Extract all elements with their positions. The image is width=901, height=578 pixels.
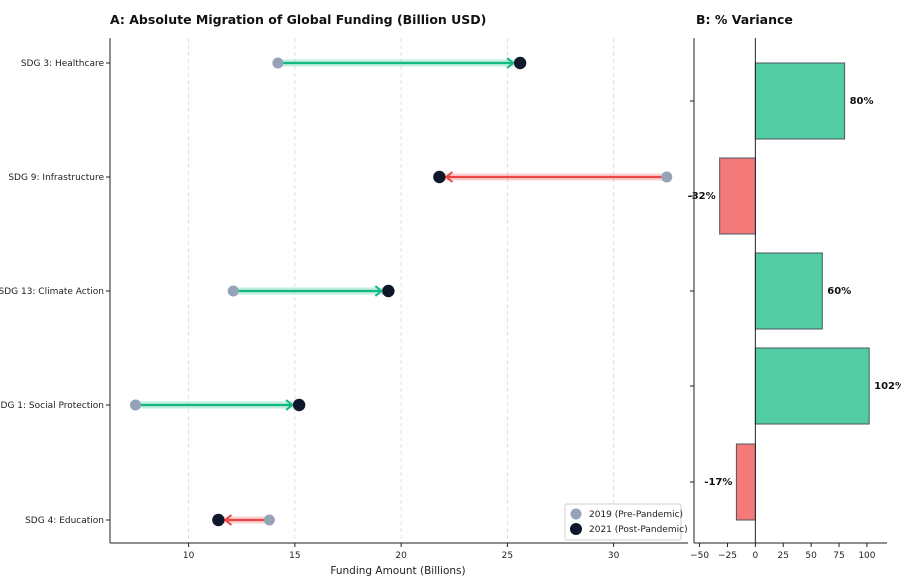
marker-2021-sdg-13-climate-action bbox=[382, 284, 395, 298]
dumbbell-sdg-1-social-protection bbox=[130, 398, 306, 412]
arrow-head-sdg-13-climate-action bbox=[374, 285, 383, 297]
marker-2021-sdg-9-infrastructure bbox=[433, 170, 446, 184]
panel-a-x-axis-label: Funding Amount (Billions) bbox=[330, 565, 465, 577]
y-tick-label-sdg-13-climate-action: SDG 13: Climate Action bbox=[0, 287, 104, 297]
x-tick-label-10: 10 bbox=[183, 551, 195, 561]
marker-2021-sdg-3-healthcare bbox=[513, 56, 527, 70]
variance-bar-sdg-13-climate-action bbox=[754, 252, 823, 330]
panel-b: B: % Variance 80% -32% 60% 102% -17% −50 −25 0… bbox=[688, 12, 901, 561]
dumbbell-sdg-13-climate-action bbox=[227, 284, 395, 298]
arrow-head-sdg-3-healthcare bbox=[506, 57, 515, 69]
y-tick-label-sdg-3-healthcare: SDG 3: Healthcare bbox=[21, 59, 105, 69]
b-x-tick-label-100: 100 bbox=[858, 551, 875, 561]
legend-box bbox=[564, 503, 682, 541]
b-x-tick-label-25: 25 bbox=[778, 551, 789, 561]
b-x-tick-label-50: 50 bbox=[805, 551, 817, 561]
arrow-head-sdg-4-education bbox=[223, 514, 233, 526]
marker-2019-sdg-9-infrastructure bbox=[661, 171, 673, 183]
variance-bar-sdg-3-healthcare bbox=[754, 62, 846, 140]
marker-2019-sdg-1-social-protection bbox=[130, 399, 141, 411]
variance-label-sdg-1-social-protection: 102% bbox=[874, 381, 901, 392]
b-x-tick-label--25: −25 bbox=[718, 551, 737, 561]
legend-label-2019: 2019 (Pre-Pandemic) bbox=[589, 510, 683, 520]
panel-b-x-tick-labels: −50 −25 0 25 50 75 100 bbox=[690, 543, 876, 561]
panel-a-rows bbox=[130, 56, 673, 527]
panel-a-y-tick-labels: SDG 3: Healthcare SDG 9: Infrastructure SD… bbox=[0, 59, 110, 526]
x-tick-label-30: 30 bbox=[608, 551, 620, 561]
x-tick-label-20: 20 bbox=[395, 551, 407, 561]
y-tick-label-sdg-4-education: SDG 4: Education bbox=[25, 516, 104, 526]
marker-2019-sdg-3-healthcare bbox=[272, 57, 284, 69]
arrow-head-sdg-1-social-protection bbox=[285, 399, 294, 411]
x-tick-label-15: 15 bbox=[289, 551, 300, 561]
variance-bar-sdg-4-education bbox=[735, 443, 756, 521]
marker-2019-sdg-13-climate-action bbox=[227, 285, 239, 297]
b-x-tick-label--50: −50 bbox=[690, 551, 709, 561]
variance-bar-sdg-9-infrastructure bbox=[719, 157, 756, 235]
panel-b-title: B: % Variance bbox=[696, 12, 793, 27]
x-tick-label-25: 25 bbox=[502, 551, 513, 561]
legend-marker-2021 bbox=[570, 523, 582, 535]
marker-2021-sdg-1-social-protection bbox=[292, 398, 306, 412]
y-tick-label-sdg-9-infrastructure: SDG 9: Infrastructure bbox=[8, 173, 104, 183]
b-x-tick-label-0: 0 bbox=[752, 551, 758, 561]
variance-label-sdg-13-climate-action: 60% bbox=[827, 286, 851, 297]
legend: 2019 (Pre-Pandemic) 2021 (Post-Pandemic) bbox=[564, 503, 688, 541]
panel-b-bars: 80% -32% 60% 102% -17% bbox=[688, 62, 901, 521]
panel-a-title: A: Absolute Migration of Global Funding … bbox=[110, 12, 486, 27]
y-tick-label-sdg-1-social-protection: SDG 1: Social Protection bbox=[0, 401, 104, 411]
panel-a: A: Absolute Migration of Global Funding … bbox=[0, 12, 688, 577]
variance-label-sdg-9-infrastructure: -32% bbox=[688, 191, 716, 202]
variance-label-sdg-4-education: -17% bbox=[704, 477, 732, 488]
dumbbell-sdg-4-education bbox=[212, 513, 275, 527]
variance-label-sdg-3-healthcare: 80% bbox=[850, 96, 874, 107]
legend-label-2021: 2021 (Post-Pandemic) bbox=[589, 525, 688, 535]
dumbbell-sdg-9-infrastructure bbox=[433, 170, 673, 184]
legend-marker-2019 bbox=[570, 508, 582, 520]
arrow-head-sdg-9-infrastructure bbox=[444, 171, 454, 183]
marker-2019-sdg-4-education bbox=[263, 514, 275, 526]
b-x-tick-label-75: 75 bbox=[833, 551, 844, 561]
panel-a-x-tick-labels: 10 15 20 25 30 bbox=[183, 543, 620, 561]
marker-2021-sdg-4-education bbox=[212, 513, 225, 527]
panel-a-gridlines bbox=[188, 38, 615, 543]
variance-bar-sdg-1-social-protection bbox=[754, 347, 870, 425]
dumbbell-sdg-3-healthcare bbox=[272, 56, 527, 70]
